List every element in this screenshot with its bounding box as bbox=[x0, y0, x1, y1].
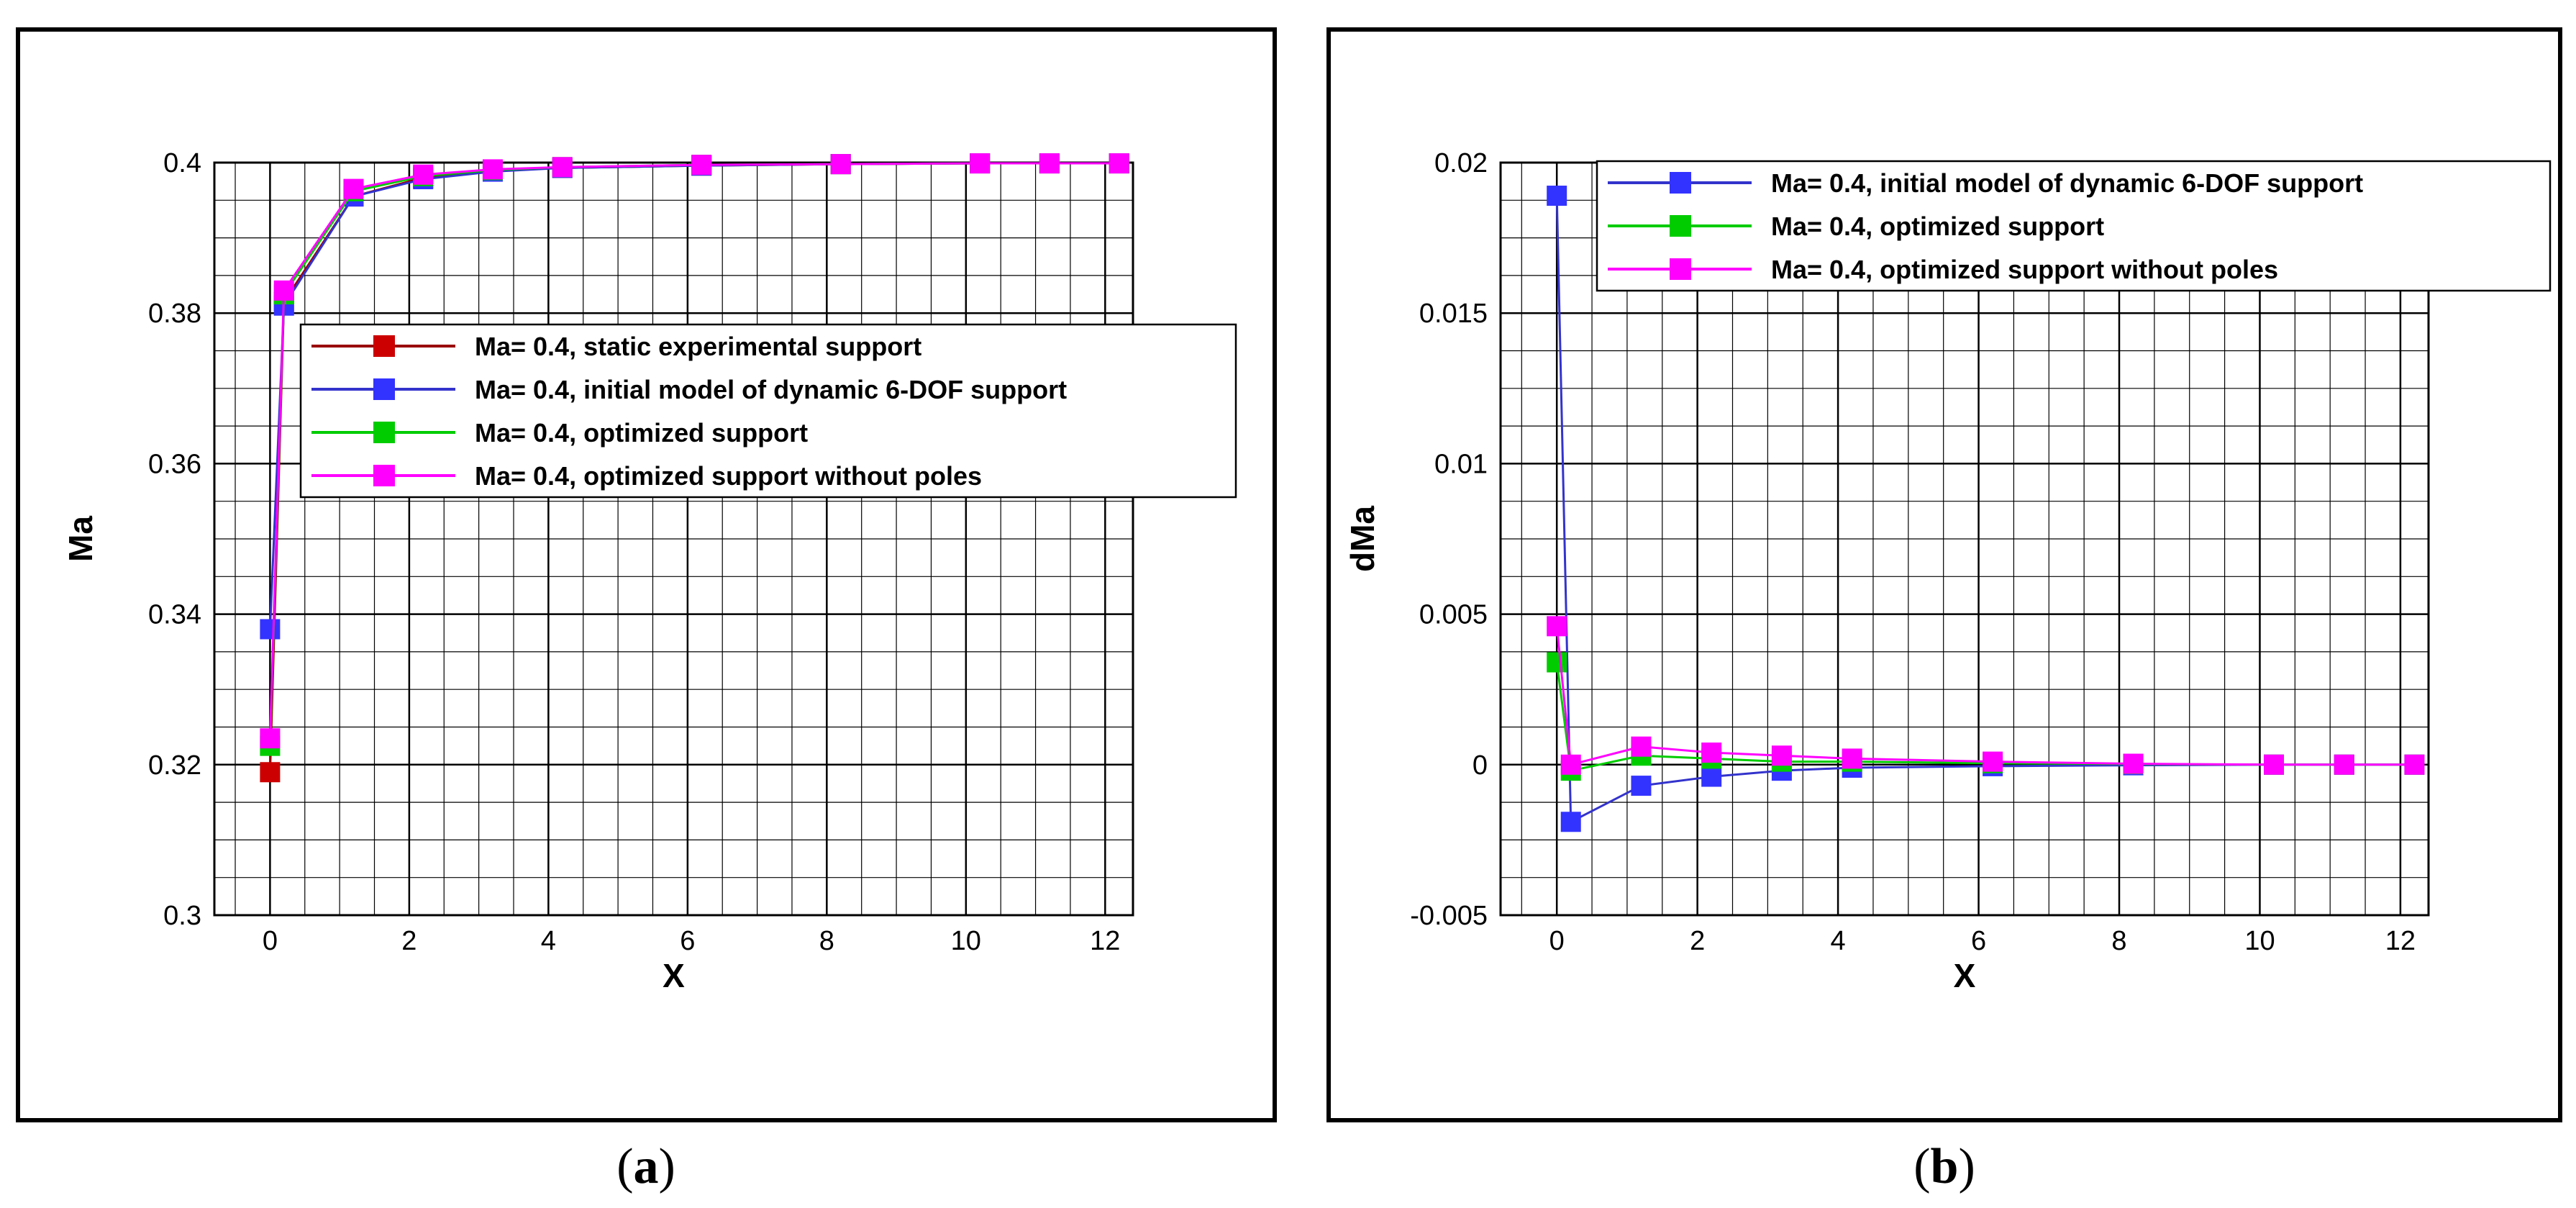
chart-a-xtick-label: 6 bbox=[680, 926, 695, 956]
chart-a-legend-marker bbox=[373, 422, 395, 443]
chart-b-xtick-label: 8 bbox=[2111, 926, 2126, 956]
chart-a-xtick-label: 0 bbox=[263, 926, 278, 956]
chart-b-data-point bbox=[1547, 616, 1567, 637]
chart-b-data-point bbox=[1701, 742, 1722, 763]
chart-b-data-point bbox=[2404, 754, 2425, 775]
chart-a-legend-label: Ma= 0.4, static experimental support bbox=[475, 332, 921, 361]
chart-a-series-4 bbox=[260, 153, 1129, 749]
chart-a-xtick-label: 12 bbox=[1090, 926, 1120, 956]
chart-a-data-point bbox=[260, 619, 281, 640]
caption-a-open: ( bbox=[616, 1139, 634, 1194]
chart-b-data-point bbox=[1560, 812, 1581, 832]
chart-b-data-point bbox=[1983, 751, 2003, 772]
chart-b-ytick-label: 0.015 bbox=[1419, 299, 1488, 329]
chart-b-data-point bbox=[2264, 754, 2284, 775]
chart-a-legend-label: Ma= 0.4, optimized support without poles bbox=[475, 461, 982, 491]
chart-a-data-point bbox=[343, 178, 364, 199]
chart-b-data-point bbox=[1842, 748, 1862, 769]
chart-a-ytick-label: 0.32 bbox=[148, 750, 201, 781]
chart-a-data-point bbox=[413, 164, 434, 185]
caption-a-close: ) bbox=[658, 1139, 675, 1194]
chart-b-data-point bbox=[1547, 186, 1567, 206]
chart-b-data-point bbox=[1771, 745, 1792, 766]
chart-b-data-point bbox=[2334, 754, 2354, 775]
chart-b-ytick-label: 0.01 bbox=[1434, 449, 1488, 479]
chart-a-data-point bbox=[1109, 153, 1129, 174]
caption-a-letter: a bbox=[633, 1139, 659, 1194]
chart-b-ytick-label: 0.005 bbox=[1419, 600, 1488, 630]
chart-a-data-point bbox=[691, 155, 712, 176]
chart-b-ytick-label: 0.02 bbox=[1434, 148, 1488, 178]
caption-a: (a) bbox=[574, 1138, 718, 1196]
chart-a-data-point bbox=[260, 728, 281, 749]
chart-a-data-point bbox=[260, 762, 281, 783]
chart-a-ytick-label: 0.3 bbox=[163, 901, 201, 931]
caption-b-open: ( bbox=[1913, 1139, 1931, 1194]
chart-a-ytick-label: 0.4 bbox=[163, 148, 201, 178]
chart-a-ytick-label: 0.36 bbox=[148, 449, 201, 479]
chart-b-legend-box bbox=[1596, 160, 2552, 292]
chart-a-ytick-label: 0.34 bbox=[148, 600, 201, 630]
chart-a-data-point bbox=[970, 153, 991, 174]
chart-a-legend-label: Ma= 0.4, initial model of dynamic 6-DOF … bbox=[475, 375, 1067, 404]
chart-b-legend-marker bbox=[1670, 258, 1691, 280]
chart-a-ylabel: Ma bbox=[62, 516, 99, 562]
chart-b-data-point bbox=[1631, 736, 1652, 757]
chart-b-xlabel: X bbox=[1954, 957, 1976, 994]
chart-a-legend-marker bbox=[373, 465, 395, 486]
chart-a-data-point bbox=[482, 159, 503, 180]
chart-b-legend-label: Ma= 0.4, optimized support bbox=[1771, 212, 2104, 241]
chart-a-ytick-label: 0.38 bbox=[148, 299, 201, 329]
chart-a-frame bbox=[213, 161, 1134, 917]
chart-b-legend: Ma= 0.4, initial model of dynamic 6-DOF … bbox=[1596, 160, 2552, 292]
chart-a-legend: Ma= 0.4, static experimental support Ma= … bbox=[299, 323, 1237, 499]
chart-a-legend-marker bbox=[373, 335, 395, 357]
chart-a-legend-box bbox=[299, 323, 1237, 499]
chart-b-legend-marker bbox=[1670, 215, 1691, 237]
chart-b-xtick-label: 6 bbox=[1971, 926, 1986, 956]
chart-a-xtick-label: 8 bbox=[819, 926, 834, 956]
chart-a-xtick-label: 10 bbox=[951, 926, 981, 956]
chart-a-legend-marker bbox=[373, 378, 395, 400]
chart-b-data-point bbox=[1631, 776, 1652, 796]
chart-a-xlabel: X bbox=[663, 957, 685, 994]
chart-a-data-point bbox=[1039, 153, 1060, 174]
chart-b-xtick-label: 2 bbox=[1690, 926, 1705, 956]
chart-a-legend-label: Ma= 0.4, optimized support bbox=[475, 418, 808, 448]
caption-b: (b) bbox=[1872, 1138, 2016, 1196]
caption-b-letter: b bbox=[1930, 1139, 1959, 1194]
chart-a-svg: 0 2 4 6 8 10 12 0.3 0.32 0.34 0.36 0.38 0.4 X Ma Ma= 0.… bbox=[62, 148, 1237, 994]
chart-a-data-point bbox=[552, 157, 573, 178]
chart-a-xtick-label: 2 bbox=[401, 926, 417, 956]
chart-b-ytick-label: 0 bbox=[1473, 750, 1488, 781]
chart-b-series-line bbox=[1555, 626, 2415, 766]
chart-b-xtick-label: 10 bbox=[2244, 926, 2275, 956]
chart-b-legend-label: Ma= 0.4, initial model of dynamic 6-DOF … bbox=[1771, 168, 2363, 198]
chart-b-xtick-label: 12 bbox=[2385, 926, 2416, 956]
chart-a-data-point bbox=[830, 154, 851, 175]
caption-b-close: ) bbox=[1958, 1139, 1975, 1194]
chart-b-xtick-label: 4 bbox=[1831, 926, 1846, 956]
chart-a-grid bbox=[214, 161, 1133, 917]
chart-b-ylabel: dMa bbox=[1344, 506, 1381, 572]
chart-b-data-point bbox=[1701, 766, 1722, 787]
chart-a-data-point bbox=[273, 280, 294, 301]
chart-b-data-point bbox=[2123, 753, 2144, 774]
chart-b-data-point bbox=[1547, 652, 1567, 673]
chart-a-xtick-label: 4 bbox=[541, 926, 556, 956]
chart-b-legend-label: Ma= 0.4, optimized support without poles bbox=[1771, 255, 2278, 284]
chart-b-ytick-label: -0.005 bbox=[1410, 901, 1488, 931]
chart-b-legend-marker bbox=[1670, 172, 1691, 194]
chart-b-series-3 bbox=[1547, 616, 2425, 775]
chart-panel-a: 0 2 4 6 8 10 12 0.3 0.32 0.34 0.36 0.38 0.4 X Ma Ma= 0.… bbox=[16, 27, 1277, 1122]
chart-b-xtick-label: 0 bbox=[1549, 926, 1565, 956]
chart-b-data-point bbox=[1560, 754, 1581, 775]
